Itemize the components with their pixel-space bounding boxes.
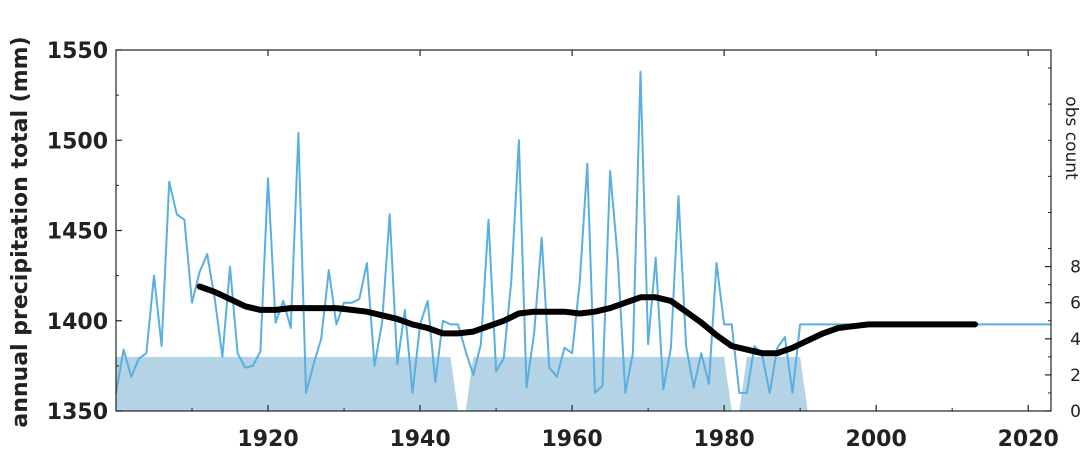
left-tick-label: 1350 [47,400,108,425]
left-tick-label: 1550 [47,39,108,64]
left-tick-label: 1450 [47,220,108,245]
left-tick-label: 1500 [47,129,108,154]
bottom-axis-tick-labels: 1920 1940 1960 1980 2000 2020 [237,427,1058,452]
bottom-tick-label: 1940 [389,427,450,452]
right-tick-label: 0 [1070,402,1081,422]
bottom-tick-label: 1980 [694,427,755,452]
right-tick-label: 2 [1070,366,1081,386]
bottom-tick-label: 1920 [237,427,298,452]
left-axis-tick-labels: 1350 1400 1450 1500 1550 [47,39,108,425]
bottom-tick-label: 2020 [998,427,1059,452]
right-axis-tick-labels: 0 2 4 6 8 [1070,258,1081,422]
y2-axis-label: obs count [1061,96,1081,180]
right-tick-label: 4 [1070,330,1081,350]
bottom-tick-label: 2000 [846,427,907,452]
axis-ticks [116,49,1051,412]
annual-series-line [115,70,1051,394]
obs-count-segment-1 [465,356,732,411]
smoothed-series-line [196,283,978,357]
right-tick-label: 6 [1070,294,1081,314]
y-axis-label: annual precipitation total (mm) [8,36,33,427]
annual-series [115,70,1051,394]
right-tick-label: 8 [1070,258,1081,278]
obs-count-segment-2 [739,356,808,411]
bottom-tick-label: 1960 [541,427,602,452]
obs-count-area [116,356,808,411]
obs-count-segment-0 [116,356,459,411]
smoothed-series [196,283,978,357]
left-tick-label: 1400 [47,310,108,335]
